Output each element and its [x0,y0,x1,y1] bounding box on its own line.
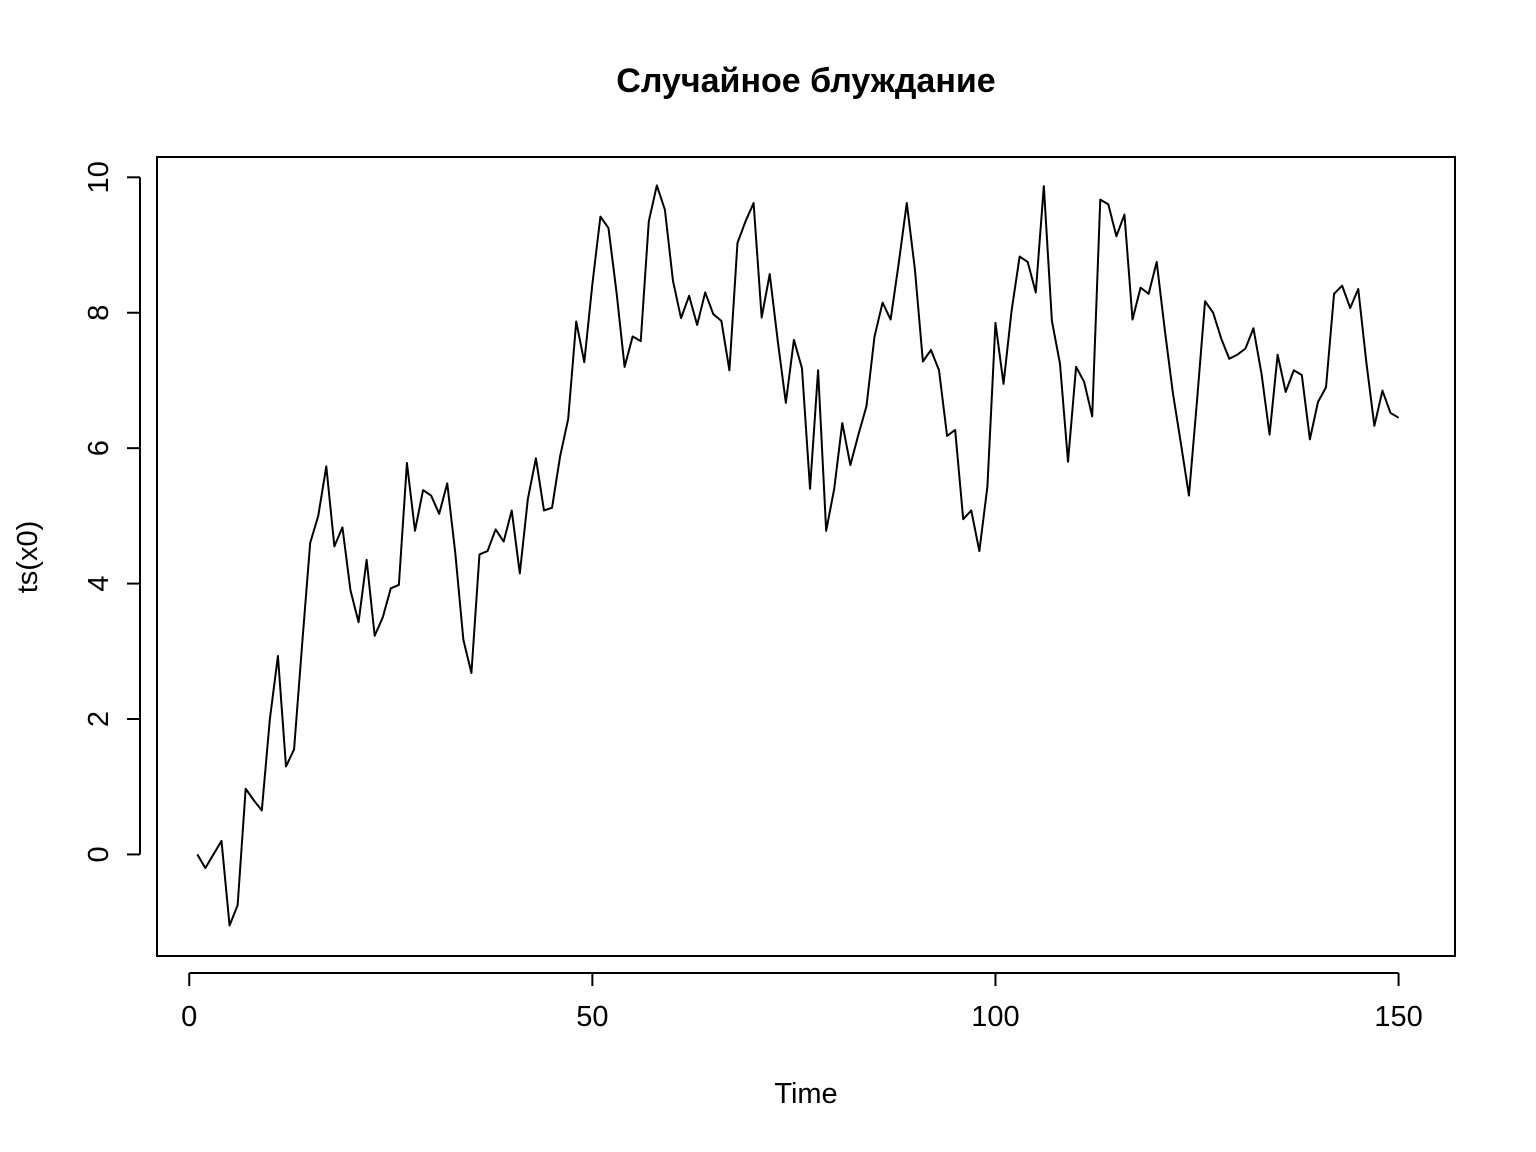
y-tick-label: 4 [83,576,115,592]
x-axis-label: Time [774,1078,837,1110]
x-axis: 0 50 100 150 [181,972,1423,1033]
x-tick-label: 150 [1374,1001,1422,1033]
chart-title: Случайное блуждание [616,62,995,100]
x-tick-label: 100 [971,1001,1019,1033]
y-tick-label: 0 [83,846,115,862]
y-axis: 0 2 4 6 8 10 [83,161,141,863]
y-axis-label: ts(x0) [12,521,44,594]
y-tick-label: 2 [83,711,115,727]
y-tick-label: 6 [83,440,115,456]
series-line [196,184,1400,927]
x-tick-label: 0 [181,1001,197,1033]
x-tick-label: 50 [576,1001,608,1033]
y-tick-label: 8 [83,305,115,321]
plot-frame [156,156,1456,957]
y-tick-label: 10 [83,161,115,193]
